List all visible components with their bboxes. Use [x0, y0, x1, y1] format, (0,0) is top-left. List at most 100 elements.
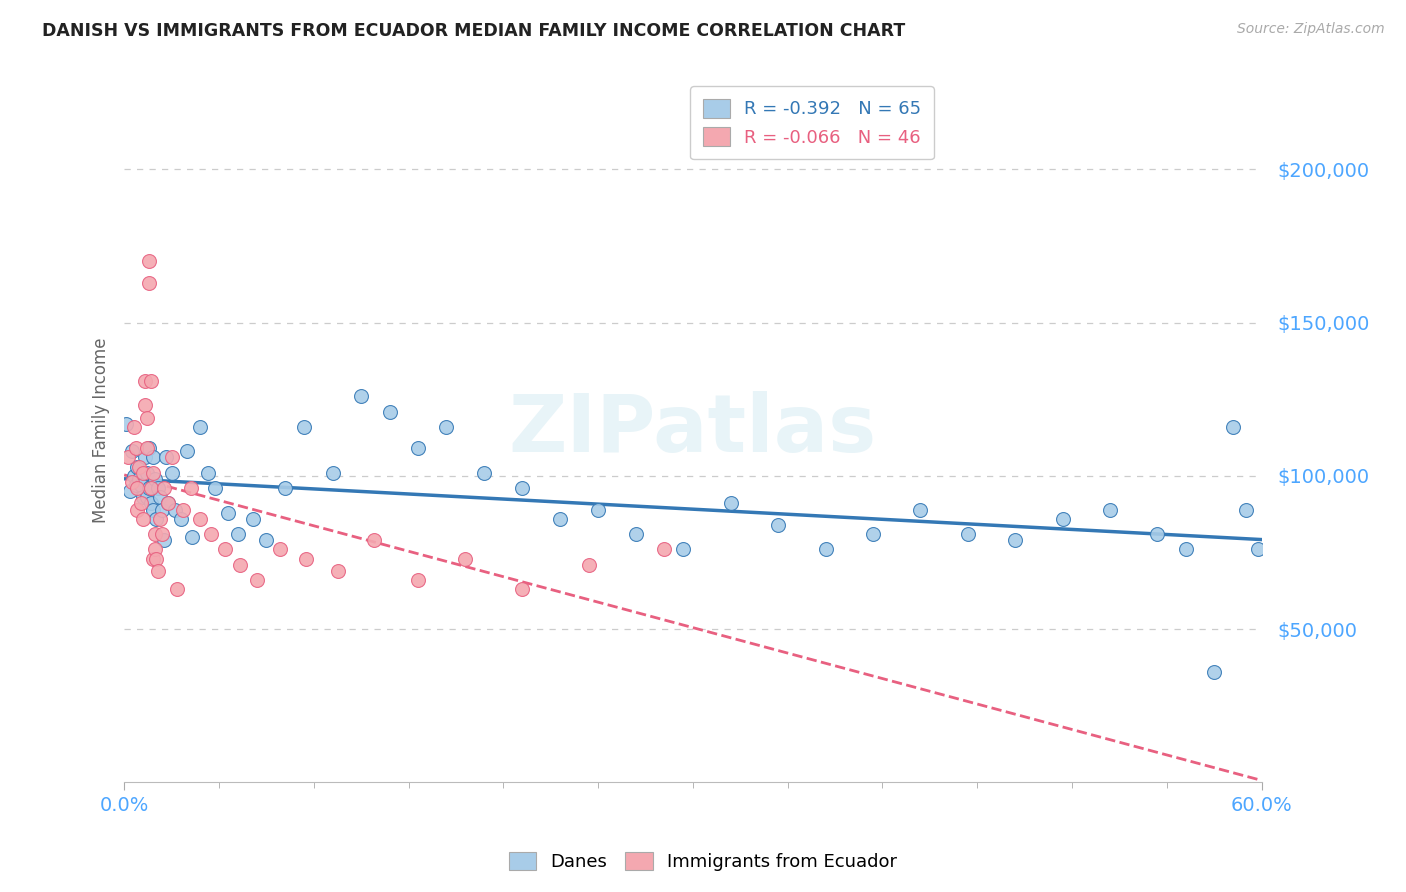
Point — [142, 551, 165, 566]
Point — [122, 420, 145, 434]
Point — [127, 502, 149, 516]
Point — [188, 420, 211, 434]
Point — [138, 442, 160, 456]
Point — [1146, 527, 1168, 541]
Y-axis label: Median Family Income: Median Family Income — [93, 337, 110, 523]
Point — [188, 512, 211, 526]
Point — [269, 542, 291, 557]
Point — [229, 558, 252, 572]
Point — [454, 551, 477, 566]
Point — [624, 527, 647, 541]
Point — [128, 472, 150, 486]
Point — [145, 512, 167, 526]
Point — [322, 466, 344, 480]
Point — [127, 459, 149, 474]
Point — [121, 475, 143, 489]
Text: ZIPatlas: ZIPatlas — [509, 391, 877, 469]
Point — [149, 491, 172, 505]
Point — [956, 527, 979, 541]
Point — [814, 542, 837, 557]
Point — [148, 564, 170, 578]
Point — [474, 466, 496, 480]
Point — [197, 466, 219, 480]
Point — [142, 502, 165, 516]
Point — [406, 442, 429, 456]
Point — [127, 481, 149, 495]
Point — [1247, 542, 1270, 557]
Legend: Danes, Immigrants from Ecuador: Danes, Immigrants from Ecuador — [502, 845, 904, 879]
Point — [134, 450, 156, 465]
Point — [134, 398, 156, 412]
Point — [274, 481, 297, 495]
Point — [136, 466, 159, 480]
Point — [139, 481, 162, 495]
Point — [153, 481, 176, 495]
Point — [218, 506, 240, 520]
Point — [139, 496, 162, 510]
Point — [862, 527, 884, 541]
Point — [150, 527, 173, 541]
Point — [1174, 542, 1197, 557]
Point — [586, 502, 609, 516]
Point — [136, 410, 159, 425]
Point — [242, 512, 264, 526]
Point — [143, 527, 166, 541]
Point — [170, 512, 193, 526]
Point — [138, 481, 160, 495]
Point — [1222, 420, 1244, 434]
Point — [214, 542, 236, 557]
Point — [156, 496, 179, 510]
Point — [1234, 502, 1257, 516]
Point — [142, 466, 165, 480]
Point — [118, 484, 141, 499]
Point — [1052, 512, 1074, 526]
Point — [117, 450, 139, 465]
Point — [246, 573, 269, 587]
Point — [172, 502, 194, 516]
Point — [143, 542, 166, 557]
Point — [254, 533, 277, 548]
Point — [1004, 533, 1026, 548]
Point — [548, 512, 571, 526]
Point — [115, 417, 138, 431]
Point — [132, 466, 155, 480]
Point — [654, 542, 676, 557]
Point — [200, 527, 222, 541]
Point — [328, 564, 350, 578]
Point — [204, 481, 226, 495]
Point — [132, 491, 155, 505]
Point — [160, 450, 183, 465]
Point — [124, 478, 146, 492]
Point — [156, 496, 179, 510]
Point — [165, 502, 187, 516]
Text: DANISH VS IMMIGRANTS FROM ECUADOR MEDIAN FAMILY INCOME CORRELATION CHART: DANISH VS IMMIGRANTS FROM ECUADOR MEDIAN… — [42, 22, 905, 40]
Point — [143, 472, 166, 486]
Point — [292, 420, 315, 434]
Point — [180, 481, 202, 495]
Point — [136, 491, 159, 505]
Point — [153, 533, 176, 548]
Point — [121, 444, 143, 458]
Point — [134, 374, 156, 388]
Point — [129, 496, 152, 510]
Point — [155, 450, 177, 465]
Point — [910, 502, 932, 516]
Point — [166, 582, 188, 597]
Point — [766, 517, 789, 532]
Point — [363, 533, 385, 548]
Point — [350, 389, 373, 403]
Point — [136, 442, 159, 456]
Point — [139, 374, 162, 388]
Point — [124, 442, 146, 456]
Point — [149, 512, 172, 526]
Point — [148, 481, 170, 495]
Point — [176, 444, 198, 458]
Point — [1204, 665, 1226, 679]
Point — [150, 502, 173, 516]
Point — [181, 530, 204, 544]
Legend: R = -0.392   N = 65, R = -0.066   N = 46: R = -0.392 N = 65, R = -0.066 N = 46 — [690, 87, 934, 160]
Point — [145, 551, 167, 566]
Point — [1098, 502, 1121, 516]
Point — [160, 466, 183, 480]
Point — [672, 542, 695, 557]
